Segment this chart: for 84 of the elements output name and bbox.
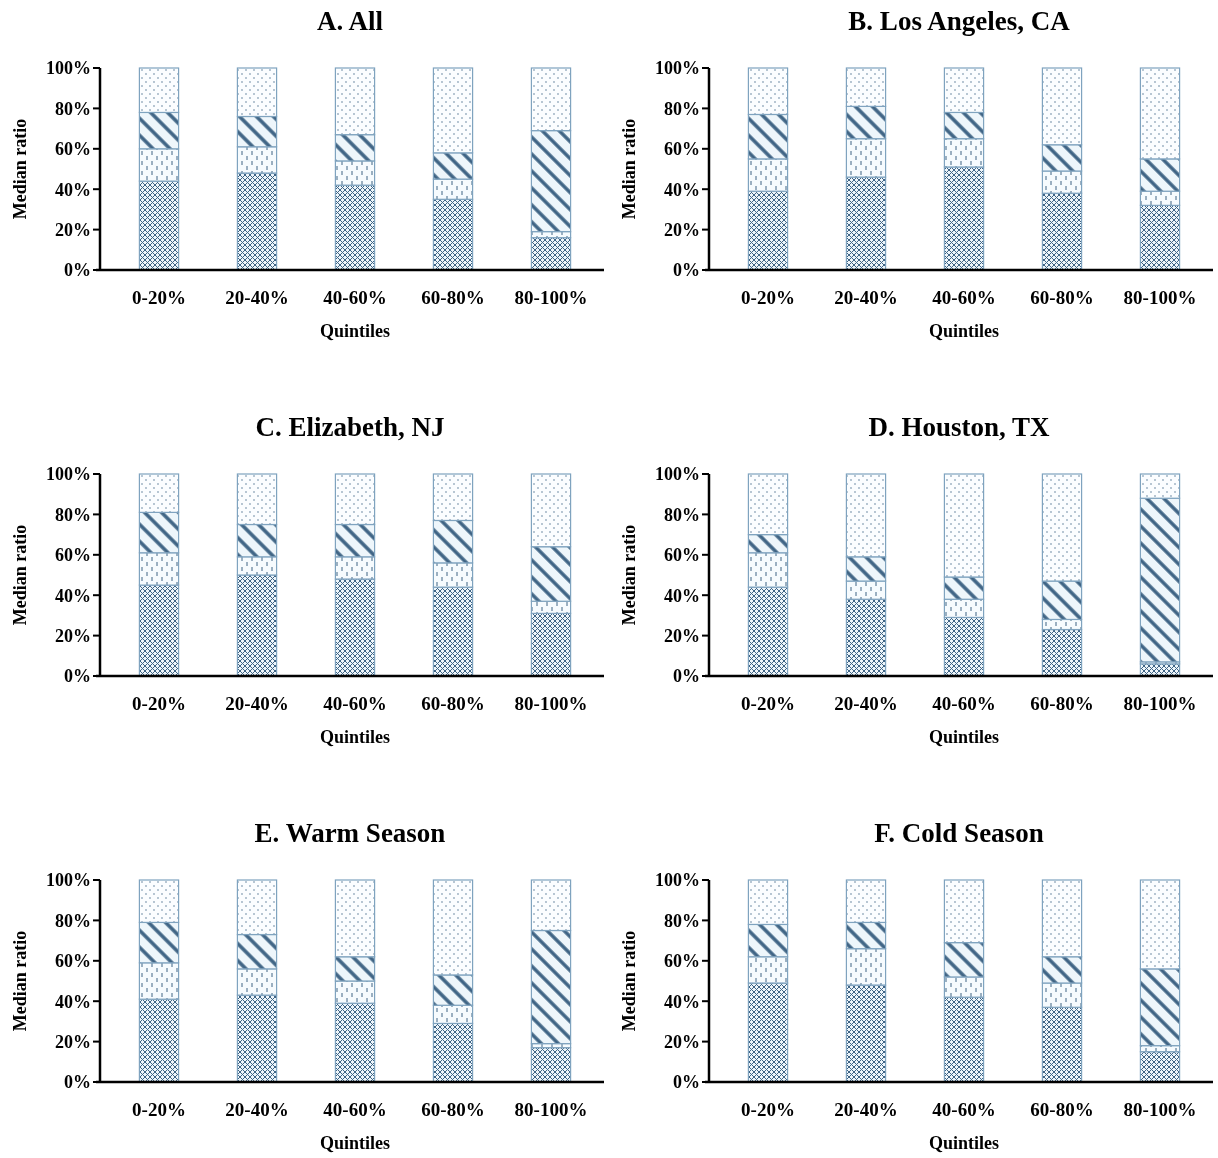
y-tick-label: 80% <box>664 504 700 525</box>
x-tick-label: 0-20% <box>741 693 795 714</box>
y-tick-label: 0% <box>64 666 91 687</box>
x-tick-label: 40-60% <box>932 693 996 714</box>
y-axis-title: Median ratio <box>619 524 639 626</box>
y-tick-label: 40% <box>55 585 91 606</box>
x-tick-label: 40-60% <box>932 287 996 308</box>
y-tick-label: 60% <box>55 139 91 160</box>
x-tick-label: 80-100% <box>1123 287 1197 308</box>
y-tick-label: 40% <box>664 991 700 1012</box>
y-tick-label: 20% <box>55 625 91 646</box>
x-tick-label: 60-80% <box>421 287 485 308</box>
y-tick-label: 60% <box>55 951 91 972</box>
y-tick-label: 20% <box>664 1031 700 1052</box>
x-tick-label: 20-40% <box>225 693 289 714</box>
x-tick-label: 60-80% <box>421 693 485 714</box>
y-tick-label: 20% <box>55 1031 91 1052</box>
x-axis-title: Quintiles <box>319 727 391 747</box>
y-tick-label: 60% <box>664 545 700 566</box>
x-tick-label: 0-20% <box>132 693 186 714</box>
y-tick-label: 20% <box>55 219 91 240</box>
y-tick-label: 0% <box>673 666 700 687</box>
chart-title: B. Los Angeles, CA <box>848 6 1071 36</box>
chart-title: F. Cold Season <box>874 818 1044 848</box>
y-tick-label: 80% <box>664 910 700 931</box>
y-tick-label: 40% <box>55 179 91 200</box>
x-tick-label: 60-80% <box>1030 287 1094 308</box>
chart-title: C. Elizabeth, NJ <box>255 412 445 442</box>
y-tick-label: 0% <box>64 1072 91 1093</box>
x-axis-title: Quintiles <box>928 1133 1000 1153</box>
y-tick-label: 40% <box>664 585 700 606</box>
x-axis-title: Quintiles <box>319 1133 391 1153</box>
x-tick-label: 80-100% <box>514 693 588 714</box>
x-tick-label: 80-100% <box>1123 693 1197 714</box>
x-axis-title: Quintiles <box>928 727 1000 747</box>
x-tick-label: 80-100% <box>514 1099 588 1120</box>
x-tick-label: 60-80% <box>1030 1099 1094 1120</box>
x-tick-label: 60-80% <box>421 1099 485 1120</box>
x-tick-label: 40-60% <box>932 1099 996 1120</box>
x-tick-label: 20-40% <box>834 1099 898 1120</box>
x-tick-label: 40-60% <box>323 693 387 714</box>
y-tick-label: 100% <box>655 58 700 79</box>
x-tick-label: 20-40% <box>834 287 898 308</box>
y-tick-label: 100% <box>46 58 91 79</box>
x-axis-title: Quintiles <box>319 321 391 341</box>
y-axis-title: Median ratio <box>619 930 639 1032</box>
chart-title: D. Houston, TX <box>868 412 1051 442</box>
y-tick-label: 100% <box>46 464 91 485</box>
x-tick-label: 0-20% <box>741 287 795 308</box>
x-tick-label: 40-60% <box>323 1099 387 1120</box>
y-tick-label: 20% <box>664 219 700 240</box>
x-tick-label: 80-100% <box>514 287 588 308</box>
y-tick-label: 40% <box>664 179 700 200</box>
y-tick-label: 80% <box>55 910 91 931</box>
y-tick-label: 80% <box>55 98 91 119</box>
y-tick-label: 60% <box>664 951 700 972</box>
y-tick-label: 40% <box>55 991 91 1012</box>
y-tick-label: 0% <box>673 260 700 281</box>
y-tick-label: 0% <box>673 1072 700 1093</box>
y-tick-label: 20% <box>664 625 700 646</box>
y-tick-label: 80% <box>664 98 700 119</box>
chart-title: E. Warm Season <box>254 818 446 848</box>
x-tick-label: 20-40% <box>834 693 898 714</box>
y-axis-title: Median ratio <box>10 524 30 626</box>
y-tick-label: 100% <box>655 870 700 891</box>
y-axis-title: Median ratio <box>10 118 30 220</box>
y-tick-label: 100% <box>46 870 91 891</box>
y-tick-label: 100% <box>655 464 700 485</box>
x-tick-label: 40-60% <box>323 287 387 308</box>
y-axis-title: Median ratio <box>10 930 30 1032</box>
y-tick-label: 0% <box>64 260 91 281</box>
y-tick-label: 60% <box>55 545 91 566</box>
x-tick-label: 60-80% <box>1030 693 1094 714</box>
chart-title: A. All <box>316 6 384 36</box>
y-axis-title: Median ratio <box>619 118 639 220</box>
x-tick-label: 0-20% <box>132 287 186 308</box>
y-tick-label: 80% <box>55 504 91 525</box>
x-tick-label: 0-20% <box>741 1099 795 1120</box>
y-tick-label: 60% <box>664 139 700 160</box>
x-tick-label: 0-20% <box>132 1099 186 1120</box>
x-axis-title: Quintiles <box>928 321 1000 341</box>
x-tick-label: 80-100% <box>1123 1099 1197 1120</box>
x-tick-label: 20-40% <box>225 287 289 308</box>
x-tick-label: 20-40% <box>225 1099 289 1120</box>
